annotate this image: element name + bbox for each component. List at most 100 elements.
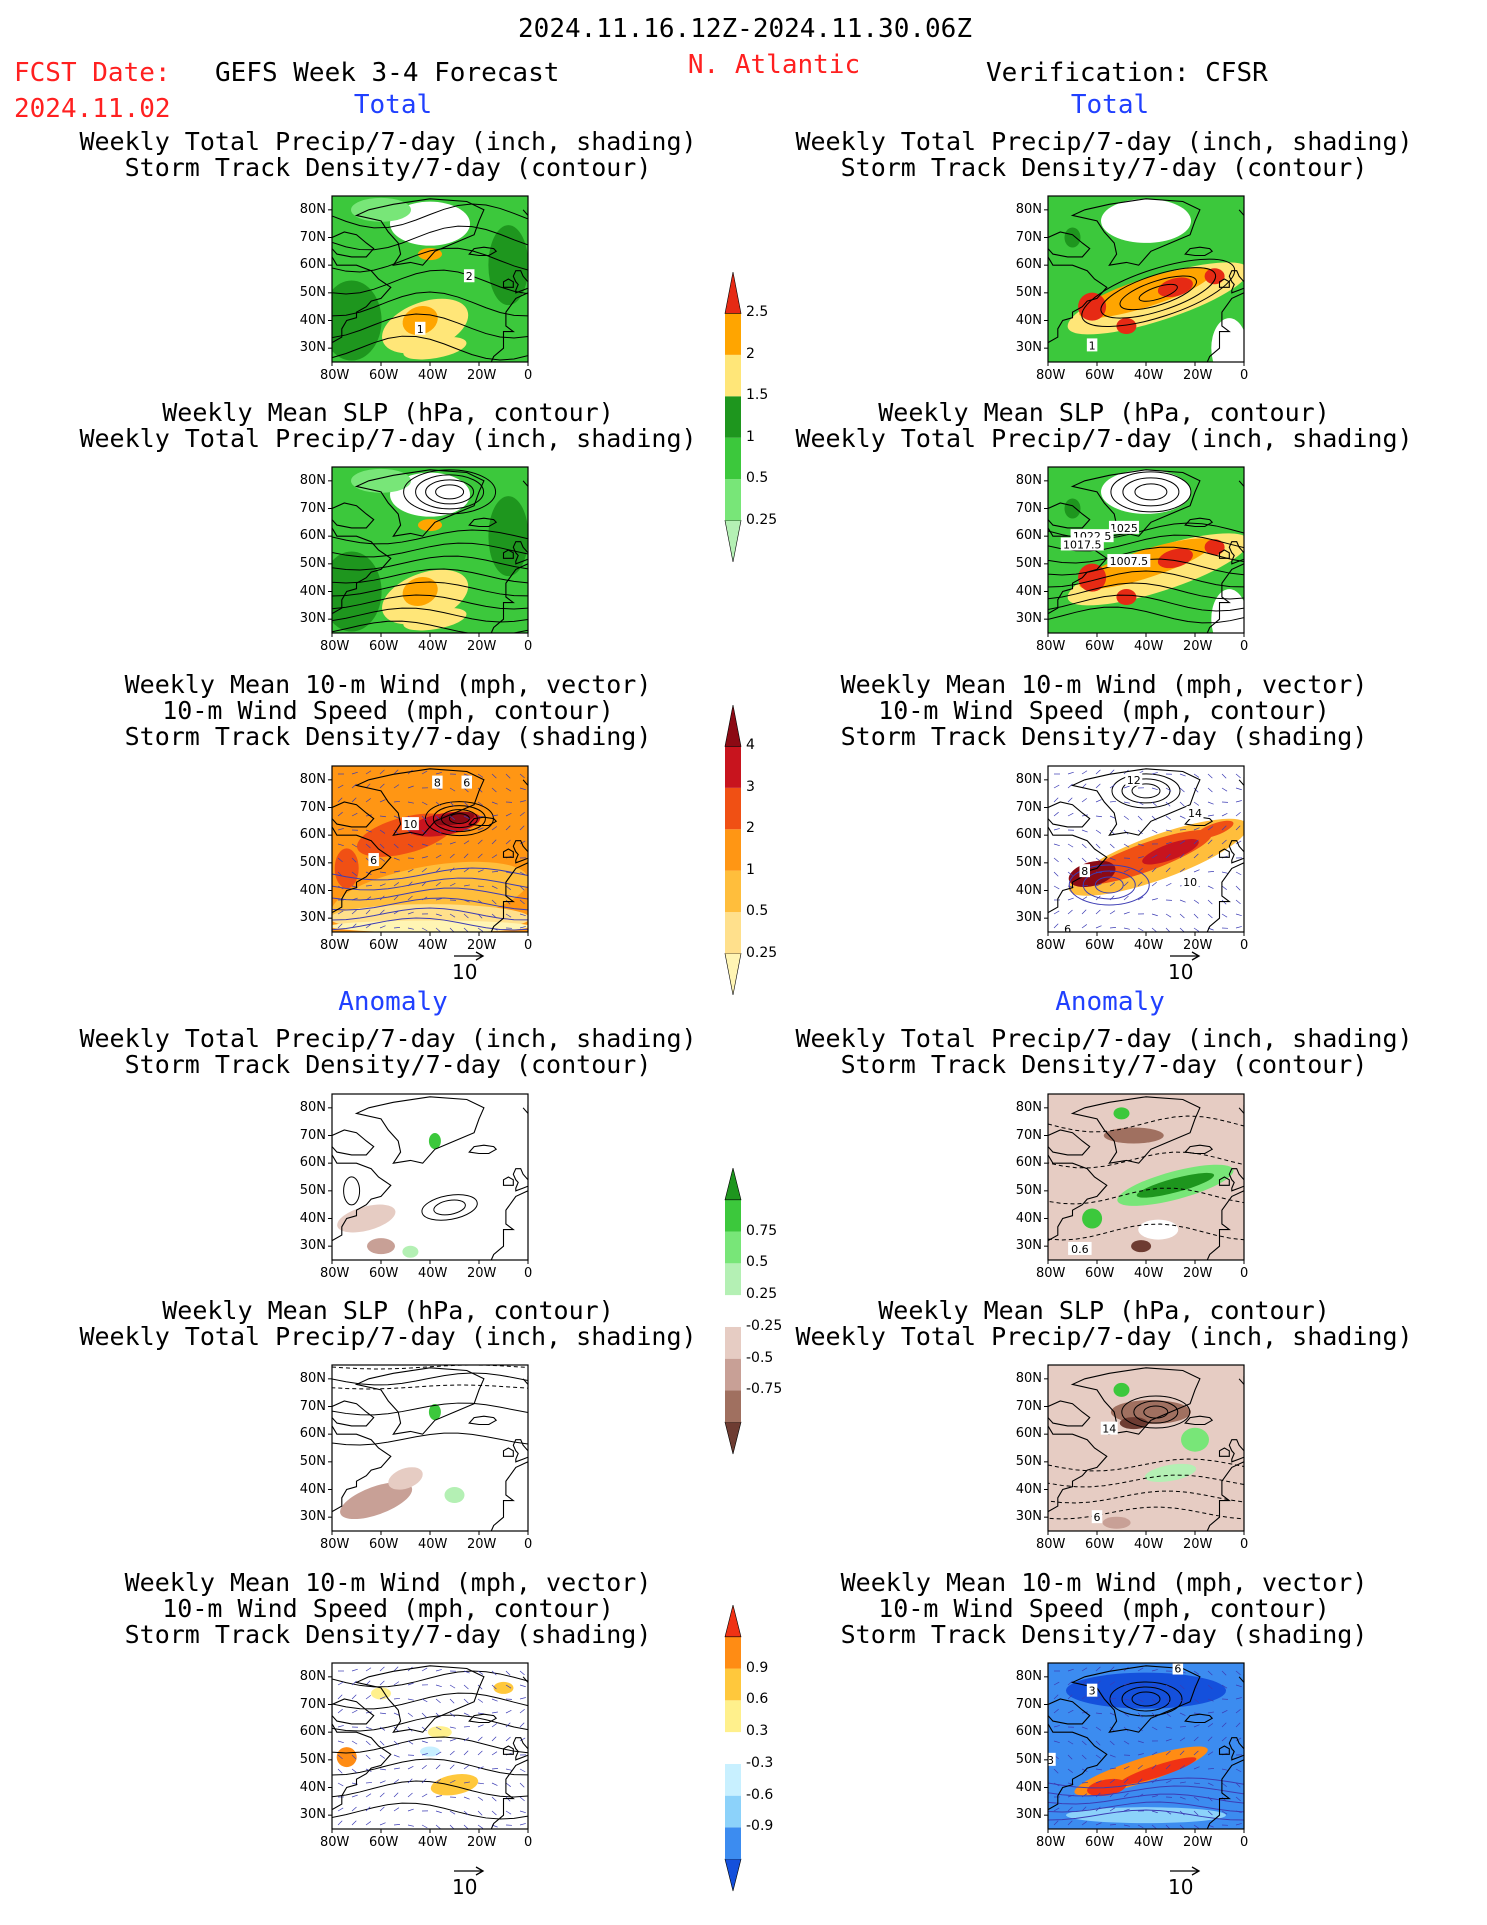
- colorbar-label: 0.5: [746, 903, 769, 920]
- colorbar-swatch: [725, 1827, 741, 1860]
- colorbar-label: 0.75: [746, 1222, 778, 1239]
- lat-tick-label: 80N: [299, 771, 326, 787]
- lat-tick-label: 40N: [299, 1481, 326, 1497]
- lat-tick-label: 40N: [299, 1210, 326, 1226]
- colorbar-label: 4: [746, 737, 755, 754]
- panel-title: Weekly Mean SLP (hPa, contour): [162, 1296, 614, 1325]
- map-field: 10 6 8 6: [332, 766, 528, 932]
- lat-tick-label: 60N: [1015, 1724, 1042, 1740]
- lat-tick-label: 50N: [299, 1453, 326, 1469]
- map-cfsr-total-slp: 1025 1022.5 1017.5 1007.5 80N 70N 60N 50N 40N 30N…: [1012, 457, 1248, 663]
- lat-tick-label: 70N: [1015, 799, 1042, 815]
- map-svg: [328, 466, 529, 637]
- lat-tick-label: 70N: [1015, 500, 1042, 516]
- lon-tick-label: 40W: [418, 639, 448, 654]
- lat-tick-label: 80N: [1015, 1668, 1042, 1684]
- panel-title: Weekly Mean SLP (hPa, contour): [878, 1296, 1330, 1325]
- map-svg: 10 6 8 6: [328, 765, 529, 936]
- panel-title: 10-m Wind Speed (mph, contour): [162, 696, 614, 725]
- contour-label: 6: [1094, 1511, 1101, 1524]
- map-field: [332, 467, 528, 633]
- lon-tick-label: 80W: [320, 1266, 350, 1281]
- colorbar-swatch: [725, 1358, 741, 1391]
- colorbar-swatch: [725, 1231, 741, 1264]
- lat-tick-label: 30N: [299, 340, 326, 356]
- lon-tick-label: 20W: [1183, 1835, 1213, 1850]
- lon-tick-label: 60W: [1085, 938, 1115, 953]
- map-gefs-total-slp: 80N 70N 60N 50N 40N 30N 80W 60W 40W 20W 0: [296, 457, 532, 663]
- contour-label: 1: [1089, 339, 1096, 352]
- lat-tick-label: 40N: [1015, 882, 1042, 898]
- colorbar-label: -0.5: [746, 1349, 774, 1366]
- colorbar-label: 0.25: [746, 1286, 778, 1303]
- model-title: GEFS Week 3-4 Forecast: [215, 58, 560, 88]
- colorbar-swatch: [725, 746, 741, 788]
- colorbar-label: 2: [746, 820, 755, 837]
- panel-title: 10-m Wind Speed (mph, contour): [162, 1594, 614, 1623]
- vector-reference: 10: [1168, 1866, 1201, 1899]
- lat-tick-label: 60N: [299, 1155, 326, 1171]
- colorbar-label: -0.75: [746, 1381, 783, 1398]
- vector-reference-label: 10: [1168, 960, 1194, 984]
- lon-tick-label: 20W: [1183, 368, 1213, 383]
- lon-tick-label: 80W: [320, 1835, 350, 1850]
- map-gefs-anom-precip: 80N 70N 60N 50N 40N 30N 80W 60W 40W 20W 0: [296, 1084, 532, 1290]
- lat-tick-label: 80N: [299, 1370, 326, 1386]
- lat-tick-label: 50N: [1015, 284, 1042, 300]
- map-field: [332, 1094, 528, 1260]
- colorbar-swatch: [725, 479, 741, 521]
- panel-title: Weekly Total Precip/7-day (inch, shading…: [79, 424, 697, 453]
- colorbar-swatch: [724, 520, 742, 563]
- colorbar-swatch: [725, 1763, 741, 1796]
- panel-title: Weekly Total Precip/7-day (inch, shading…: [79, 1322, 697, 1351]
- lon-tick-label: 20W: [467, 1537, 497, 1552]
- lat-tick-label: 70N: [1015, 229, 1042, 245]
- lon-tick-label: 20W: [1183, 639, 1213, 654]
- colorbar-label: -0.6: [746, 1786, 774, 1803]
- lon-tick-label: 80W: [1036, 1835, 1066, 1850]
- panel-title: Storm Track Density/7-day (contour): [124, 1050, 652, 1079]
- lon-tick-label: 40W: [1134, 1537, 1164, 1552]
- colorbar-swatch: [724, 953, 742, 996]
- lon-tick-label: 60W: [369, 639, 399, 654]
- lat-tick-label: 50N: [1015, 555, 1042, 571]
- lat-tick-label: 70N: [299, 1696, 326, 1712]
- colorbar-svg: [724, 1605, 742, 1892]
- map-svg: 1: [1044, 195, 1245, 366]
- lon-tick-label: 60W: [1085, 368, 1115, 383]
- map-field: 14 6: [1048, 1365, 1244, 1531]
- lon-tick-label: 60W: [369, 1835, 399, 1850]
- map-field: [332, 1663, 528, 1829]
- lon-tick-label: 40W: [418, 368, 448, 383]
- lon-tick-label: 0: [524, 938, 533, 953]
- panel-title: Weekly Mean 10-m Wind (mph, vector): [840, 670, 1368, 699]
- panel-title: Weekly Total Precip/7-day (inch, shading…: [79, 1024, 697, 1053]
- vector-reference-label: 10: [1168, 1875, 1194, 1899]
- contour-label: 3: [1089, 1685, 1096, 1698]
- colorbar-label: 3: [746, 778, 755, 795]
- panel-title: Storm Track Density/7-day (shading): [124, 722, 652, 751]
- colorbar-swatch: [724, 1168, 742, 1201]
- panel-title: Storm Track Density/7-day (shading): [840, 1620, 1368, 1649]
- lat-tick-label: 40N: [1015, 312, 1042, 328]
- lon-tick-label: 40W: [1134, 639, 1164, 654]
- lat-tick-label: 60N: [1015, 1426, 1042, 1442]
- lat-tick-label: 60N: [1015, 827, 1042, 843]
- vector-reference: 10: [1168, 951, 1201, 984]
- lon-tick-label: 40W: [418, 1537, 448, 1552]
- lon-tick-label: 80W: [1036, 1266, 1066, 1281]
- contour-label: 2: [466, 270, 473, 283]
- colorbar-label: -0.25: [746, 1317, 783, 1334]
- colorbar-swatch: [725, 1668, 741, 1701]
- lon-tick-label: 80W: [1036, 1537, 1066, 1552]
- lat-tick-label: 50N: [1015, 1182, 1042, 1198]
- contour-label: 1007.5: [1110, 555, 1149, 568]
- lon-tick-label: 80W: [1036, 938, 1066, 953]
- lat-tick-label: 80N: [299, 1668, 326, 1684]
- colorbar-label: 0.25: [746, 944, 778, 961]
- lat-tick-label: 50N: [299, 1751, 326, 1767]
- contour-label: 6: [1174, 1663, 1181, 1676]
- map-gefs-total-precip: 2 1 80N 70N 60N 50N 40N 30N 80W 60W 40W 20W 0: [296, 186, 532, 392]
- lon-tick-label: 80W: [320, 1537, 350, 1552]
- lat-tick-label: 50N: [1015, 1453, 1042, 1469]
